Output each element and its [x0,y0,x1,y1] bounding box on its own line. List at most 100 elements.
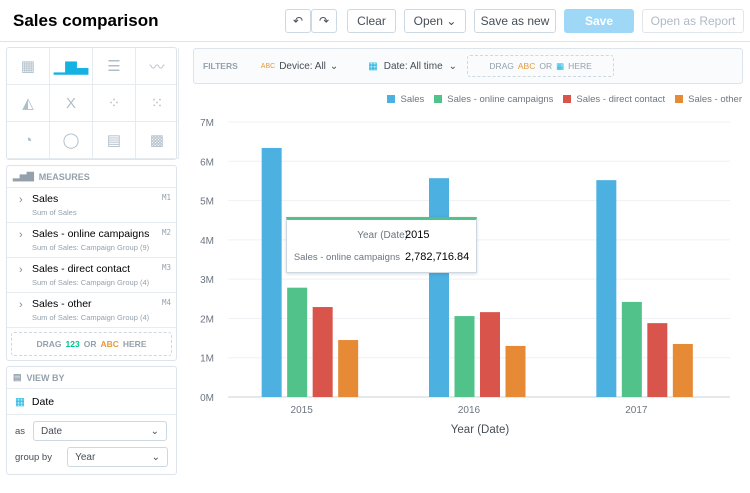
device-filter-label: Device: All [279,60,326,72]
bar-chart-icon[interactable]: ☰ [93,48,136,85]
y-tick-label: 1M [200,354,214,365]
open-label: Open [413,14,443,28]
measure-id: M2 [161,228,171,237]
open-as-report-button[interactable]: Open as Report [642,9,744,33]
legend-label: Sales [400,94,425,105]
chevron-down-icon: ⌄ [151,451,160,463]
y-tick-label: 2M [200,314,214,325]
y-tick-label: 3M [200,275,214,286]
column-chart-icon[interactable]: ▁▆▃ [50,48,93,85]
device-filter[interactable]: ABC Device: All ⌄ [261,61,338,72]
tooltip-key-1: Year (Date) [357,230,408,241]
bar[interactable] [312,307,333,397]
measure-id: M3 [161,263,171,272]
donut-chart-icon[interactable]: ◯ [50,122,93,159]
legend-swatch [387,95,396,103]
headline-icon[interactable]: X [50,85,93,122]
area-chart-icon[interactable]: ◭ [7,85,50,122]
x-tick-label: 2015 [291,405,314,416]
view-by-panel: ▤ VIEW BY ▦ Date as Date ⌄ group by Year ⌄ [6,366,177,475]
bar[interactable] [261,147,282,397]
number-icon: 123 [65,339,80,349]
save-button[interactable]: Save [564,9,634,33]
y-tick-label: 5M [200,197,214,208]
chevron-down-icon: ⌄ [448,60,458,72]
bar[interactable] [287,287,308,397]
y-tick-label: 7M [200,118,214,129]
legend-item[interactable]: Sales - other [675,94,742,105]
open-button[interactable]: Open ⌄ [404,9,466,33]
chart-legend: Sales Sales - online campaigns Sales - dir… [387,94,742,105]
legend-item[interactable]: Sales - online campaigns [434,94,553,105]
bar[interactable] [429,178,449,397]
legend-label: Sales - online campaigns [447,94,554,105]
treemap-icon[interactable]: ▤ [93,122,136,159]
measure-id: M4 [161,298,171,307]
measure-subtitle: Sum of Sales [32,208,77,217]
calendar-icon: ▦ [15,395,25,408]
bubble-chart-icon[interactable]: ⁙ [136,85,179,122]
tooltip-key-2: Sales - online campaigns [293,252,400,263]
drag-text: DRAG [36,339,62,349]
legend-label: Sales - other [688,94,742,105]
undo-button[interactable]: ↶ [285,9,311,33]
as-dropdown[interactable]: Date ⌄ [33,421,167,441]
bar[interactable] [505,345,526,397]
clear-button[interactable]: Clear [347,9,396,33]
legend-item[interactable]: Sales - direct contact [563,94,665,105]
y-tick-label: 4M [200,236,214,247]
chevron-down-icon: ⌄ [446,14,457,28]
x-tick-label: 2016 [458,405,481,416]
measures-drop-zone[interactable]: DRAG 123 OR ABC HERE [11,332,172,356]
filter-drop-zone[interactable]: DRAG ABC OR ▦ HERE [467,55,615,77]
measure-item[interactable]: › Sales - other Sum of Sales: Campaign Gro… [7,293,176,328]
bar[interactable] [596,180,617,397]
page-title: Sales comparison [13,11,159,30]
pie-chart-icon[interactable]: ◔ [7,122,50,159]
legend-item[interactable]: Sales [387,94,424,105]
measure-id: M1 [161,193,171,202]
here-text: HERE [122,339,147,349]
bar-chart: 0M 1M 2M 3M 4M 5M 6M 7M 2015 2016 2017 Year (Date) [200,118,730,436]
view-by-attribute[interactable]: ▦ Date [7,389,176,415]
bar[interactable] [480,312,500,397]
abc-icon: ABC [260,62,276,70]
scatter-plot-icon[interactable]: ⁘ [93,85,136,122]
bar[interactable] [338,340,359,397]
group-by-dropdown[interactable]: Year ⌄ [67,447,168,467]
legend-swatch [563,95,572,103]
measures-panel: ▂▅▇ MEASURES › Sales Sum of Sales M1 › Sales -… [6,165,177,361]
measure-label: Sales - online campaigns [32,228,150,240]
calendar-icon: ▦ [556,60,565,71]
table-icon[interactable]: ▦ [7,48,50,85]
save-as-new-button[interactable]: Save as new [474,9,556,33]
chevron-down-icon: ⌄ [329,60,339,72]
measure-item[interactable]: › Sales - direct contact Sum of Sales: Cam… [7,258,176,293]
measure-subtitle: Sum of Sales: Campaign Group (9) [32,243,150,252]
tooltip-value-1: 2015 [405,229,430,241]
as-value: Date [41,425,63,437]
bar[interactable] [621,301,642,397]
or-text: OR [83,339,97,349]
chart-tooltip: Year (Date) 2015 Sales - online campaign… [286,217,477,273]
redo-button[interactable]: ↷ [311,9,337,33]
bar[interactable] [454,316,475,397]
chevron-right-icon: › [19,229,23,241]
bar[interactable] [672,343,693,397]
measures-title: MEASURES [38,171,90,182]
x-tick-label: 2017 [625,405,648,416]
tooltip-value-2: 2,782,716.84 [405,251,470,263]
measure-label: Sales - direct contact [32,263,131,275]
view-by-title: VIEW BY [26,372,65,383]
date-filter[interactable]: ▦ Date: All time ⌄ [368,61,457,72]
line-chart-icon[interactable]: 〰 [136,48,179,85]
measure-item[interactable]: › Sales Sum of Sales M1 [7,188,176,223]
bar[interactable] [647,323,668,397]
date-filter-label: Date: All time [383,60,443,72]
view-by-icon: ▤ [13,372,22,382]
heatmap-icon[interactable]: ▩ [136,122,179,159]
as-label: as [15,425,26,437]
measure-item[interactable]: › Sales - online campaigns Sum of Sales: C… [7,223,176,258]
measure-label: Sales [32,193,59,205]
or-text: OR [539,61,553,71]
